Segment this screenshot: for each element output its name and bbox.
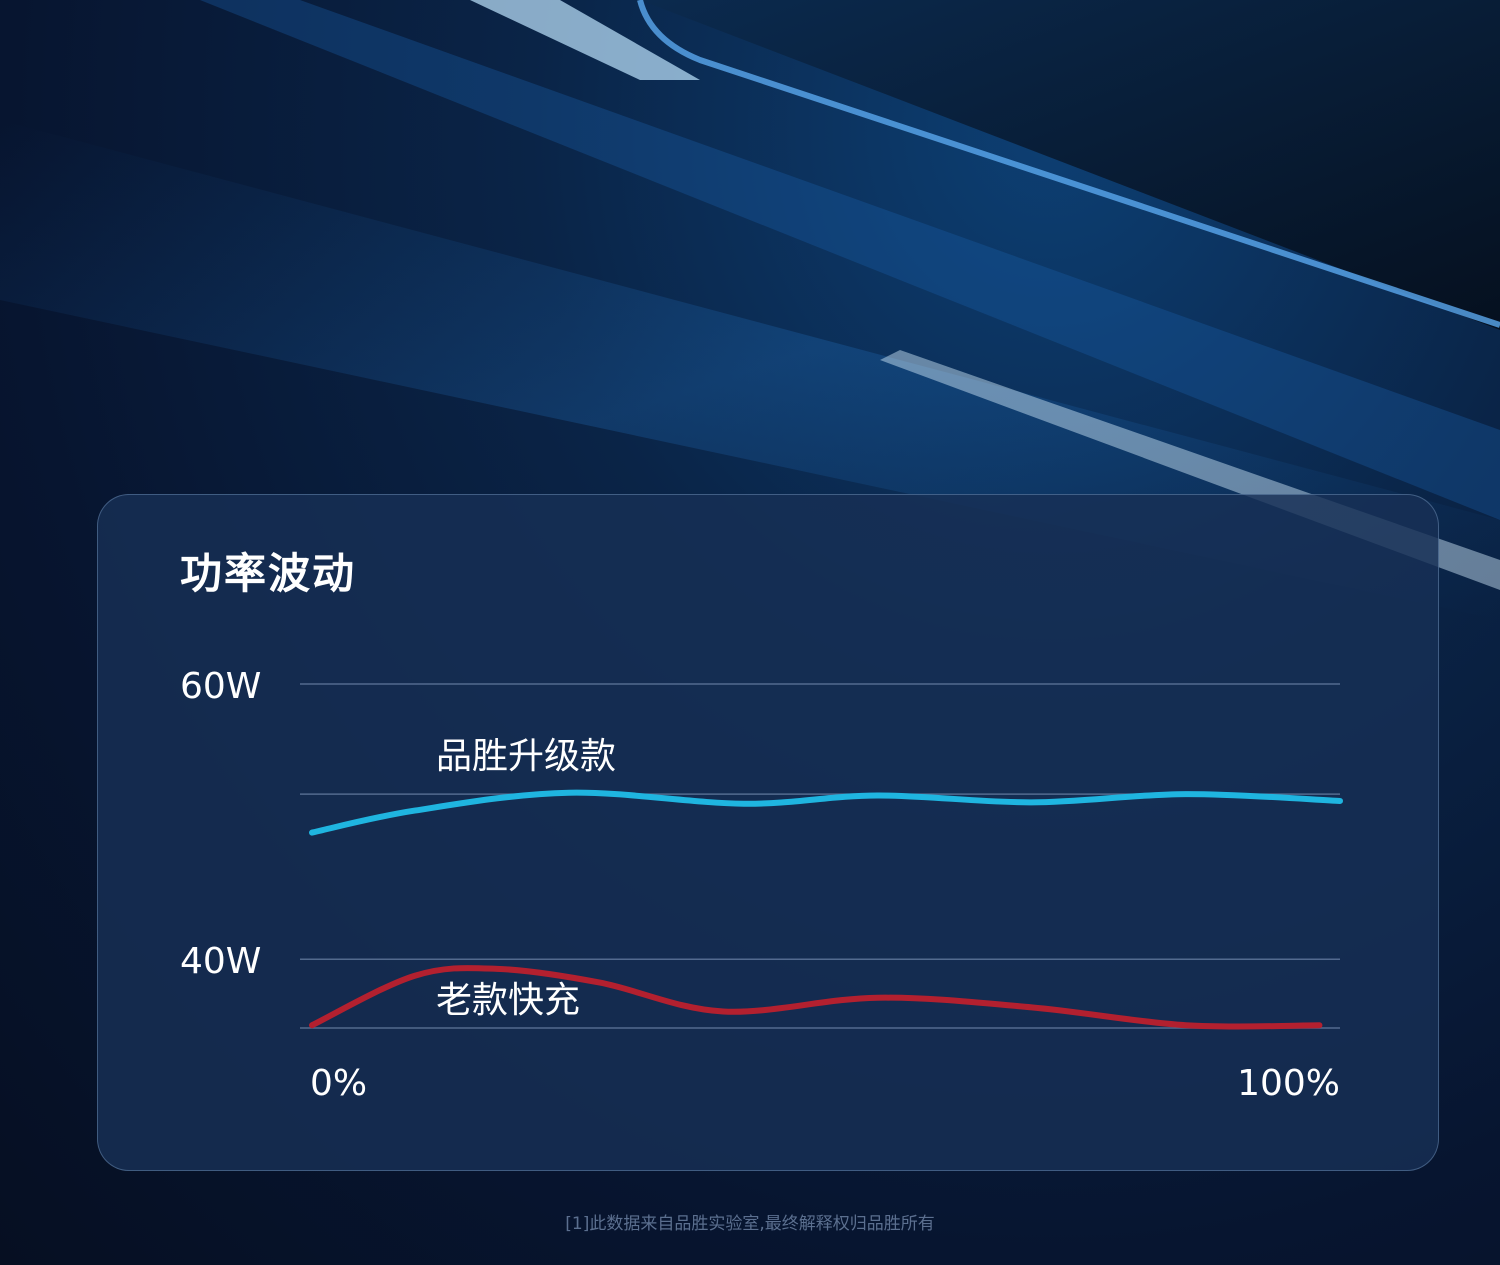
chart-title: 功率波动 — [180, 549, 357, 598]
footnote: [1]此数据来自品胜实验室,最终解释权归品胜所有 — [565, 1214, 935, 1234]
series-line-0 — [309, 789, 1343, 836]
x-tick-label-1: 100% — [1237, 1063, 1340, 1104]
series-label-0: 品胜升级款 — [436, 736, 616, 777]
y-tick-label-0: 60W — [180, 666, 261, 707]
series-line-1 — [309, 965, 1323, 1030]
x-tick-label-0: 0% — [310, 1063, 367, 1104]
y-tick-label-1: 40W — [180, 941, 261, 982]
series-label-1: 老款快充 — [436, 980, 580, 1021]
series-lines — [309, 789, 1343, 1030]
